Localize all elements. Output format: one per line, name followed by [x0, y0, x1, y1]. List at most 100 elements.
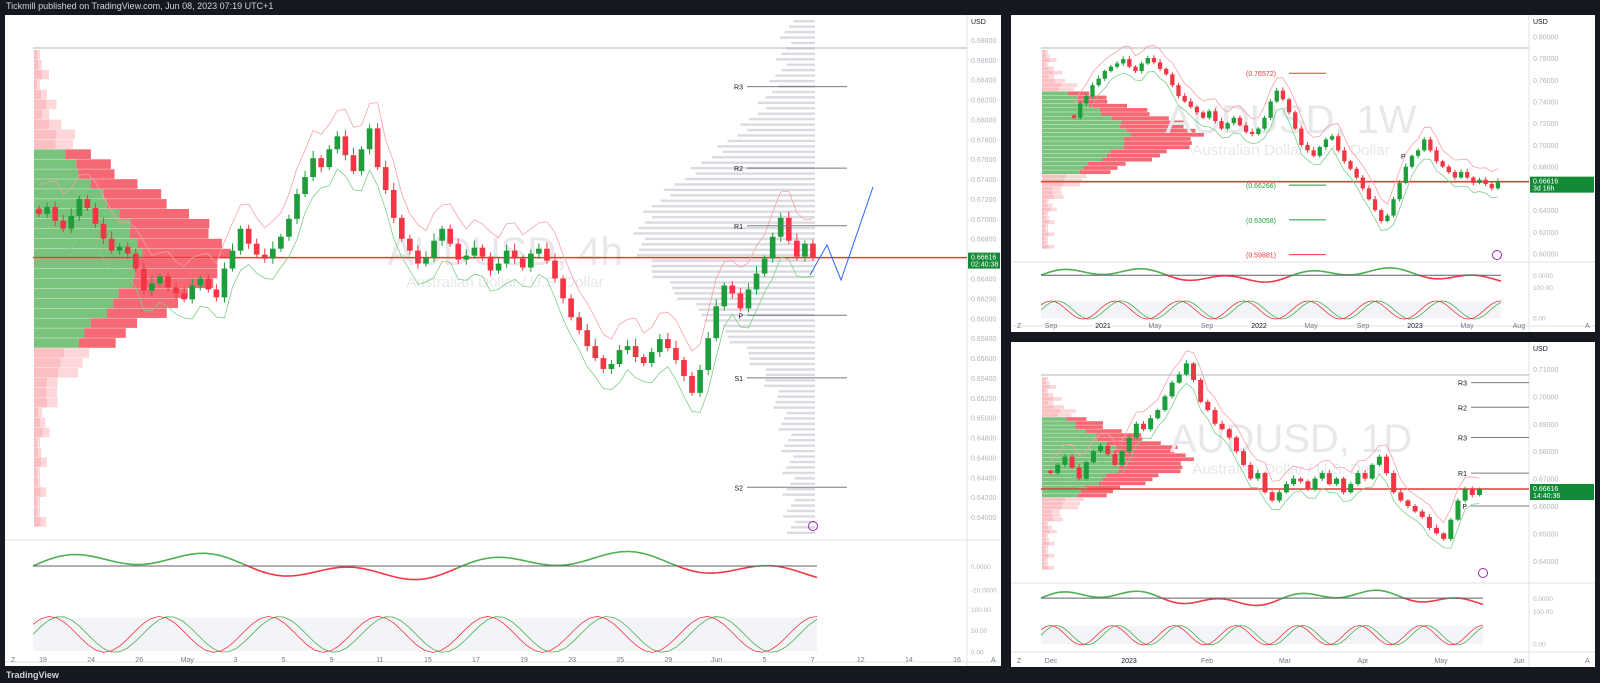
- momentum-line: [1199, 599, 1205, 603]
- candle-body: [624, 346, 631, 351]
- candle-body: [342, 136, 349, 156]
- momentum-line: [119, 561, 128, 565]
- momentum-line: [1201, 277, 1207, 280]
- volume-profile-bar: [1042, 385, 1050, 389]
- candle-body: [1083, 462, 1089, 479]
- candle-body: [334, 136, 341, 150]
- momentum-line: [166, 557, 175, 561]
- volume-profile-bar: [1052, 513, 1061, 518]
- volume-profile-bar: [1042, 141, 1125, 145]
- stoch-band: [1041, 301, 1501, 319]
- volume-profile-bar: [1077, 99, 1108, 104]
- momentum-line: [1211, 275, 1216, 279]
- price-tick-label: 0.68000: [1533, 165, 1558, 172]
- volume-profile-bar: [1045, 545, 1048, 550]
- chart-panel-1w[interactable]: AUDUSD, 1W Australian Dollar / U.S. Dolla…: [1011, 15, 1595, 332]
- volume-profile-bar: [34, 348, 65, 358]
- candle-body: [1372, 199, 1378, 211]
- pivot-level-label: R2: [1458, 405, 1467, 412]
- candle-body: [253, 243, 260, 255]
- momentum-line: [1283, 595, 1289, 599]
- volume-profile-bar: [1111, 116, 1169, 121]
- momentum-line: [1173, 601, 1179, 604]
- candle-body: [1452, 172, 1458, 178]
- volume-profile-bar: [1042, 545, 1046, 550]
- momentum-line: [1496, 279, 1502, 282]
- volume-profile-bar: [1042, 497, 1065, 502]
- volume-profile-bar: [34, 199, 107, 209]
- volume-profile-bar: [1042, 549, 1046, 554]
- session-volume-bar: [633, 232, 815, 235]
- session-volume-bar: [779, 390, 815, 393]
- session-volume-bar: [740, 123, 815, 126]
- projection-path: [809, 186, 874, 282]
- volume-profile-bar: [1064, 497, 1084, 502]
- candle-body: [382, 167, 389, 191]
- volume-profile-bar: [1048, 74, 1055, 79]
- chart-panel-1d[interactable]: AUDUSD, 1D Australian Dollar / U.S. Dolla…: [1011, 342, 1595, 667]
- session-volume-bar: [794, 520, 815, 524]
- momentum-line: [1071, 591, 1077, 595]
- volume-profile-bar: [1042, 244, 1049, 249]
- candle-body: [560, 278, 566, 299]
- volume-profile-bar: [34, 50, 38, 60]
- countdown-label: 02:40:38: [971, 262, 998, 269]
- volume-profile-bar: [90, 179, 138, 189]
- candle-body: [552, 260, 558, 279]
- volume-profile-bar: [1042, 401, 1049, 405]
- footer-bar: TradingView: [0, 668, 1600, 683]
- session-volume-bar: [793, 455, 815, 458]
- candle-body: [785, 217, 792, 241]
- volume-profile-bar: [1042, 377, 1046, 381]
- candle-body: [1286, 99, 1292, 113]
- candle-body: [1458, 172, 1464, 178]
- volume-profile-bar: [1085, 429, 1122, 433]
- momentum-line: [1326, 271, 1331, 274]
- candle-body: [1409, 155, 1415, 167]
- price-tick-label: 0.64000: [1533, 559, 1558, 566]
- lightning-icon: [1492, 250, 1502, 260]
- volume-profile-bar: [46, 387, 57, 398]
- volume-profile-bar: [1048, 393, 1054, 397]
- momentum-line: [1292, 593, 1298, 596]
- volume-profile-bar: [1048, 244, 1055, 249]
- candle-body: [1140, 423, 1146, 430]
- candle-body: [1191, 363, 1197, 380]
- momentum-line: [56, 554, 65, 558]
- volume-profile-bar: [1042, 525, 1048, 530]
- candle-body: [1477, 179, 1482, 183]
- volume-profile-bar: [1102, 477, 1153, 482]
- momentum-line: [181, 553, 190, 557]
- volume-profile-bar: [1079, 170, 1111, 175]
- momentum-line: [95, 556, 104, 560]
- momentum-line: [565, 562, 575, 566]
- candle-body: [1231, 117, 1236, 124]
- volume-profile-bar: [106, 199, 167, 209]
- momentum-line: [503, 556, 512, 560]
- watermark-name: Australian Dollar / U.S. Dollar: [1192, 142, 1390, 159]
- volume-profile-bar: [1042, 557, 1046, 562]
- momentum-line: [1257, 280, 1262, 283]
- candle-body: [1121, 59, 1126, 64]
- countdown-label: 3d 16h: [1533, 186, 1555, 193]
- session-volume-bar: [793, 20, 815, 23]
- momentum-line: [1367, 269, 1373, 273]
- candle-body: [245, 228, 252, 244]
- chart-panel-4h[interactable]: AUDUSD, 4h Australian Dollar / U.S. Dolla…: [5, 15, 1001, 666]
- momentum-line: [150, 561, 159, 565]
- candle-body: [1412, 505, 1418, 512]
- candle-body: [1384, 456, 1390, 474]
- resistance-trail-line: [1073, 45, 1499, 205]
- momentum-line: [1465, 598, 1470, 602]
- session-volume-bar: [712, 156, 815, 159]
- auto-scale-button: A: [1585, 323, 1590, 330]
- momentum-line: [1354, 592, 1360, 596]
- volume-profile-bar: [34, 109, 43, 120]
- momentum-line: [1215, 275, 1221, 278]
- momentum-line: [228, 557, 238, 563]
- candle-body: [689, 375, 695, 393]
- candle-body: [1139, 63, 1144, 72]
